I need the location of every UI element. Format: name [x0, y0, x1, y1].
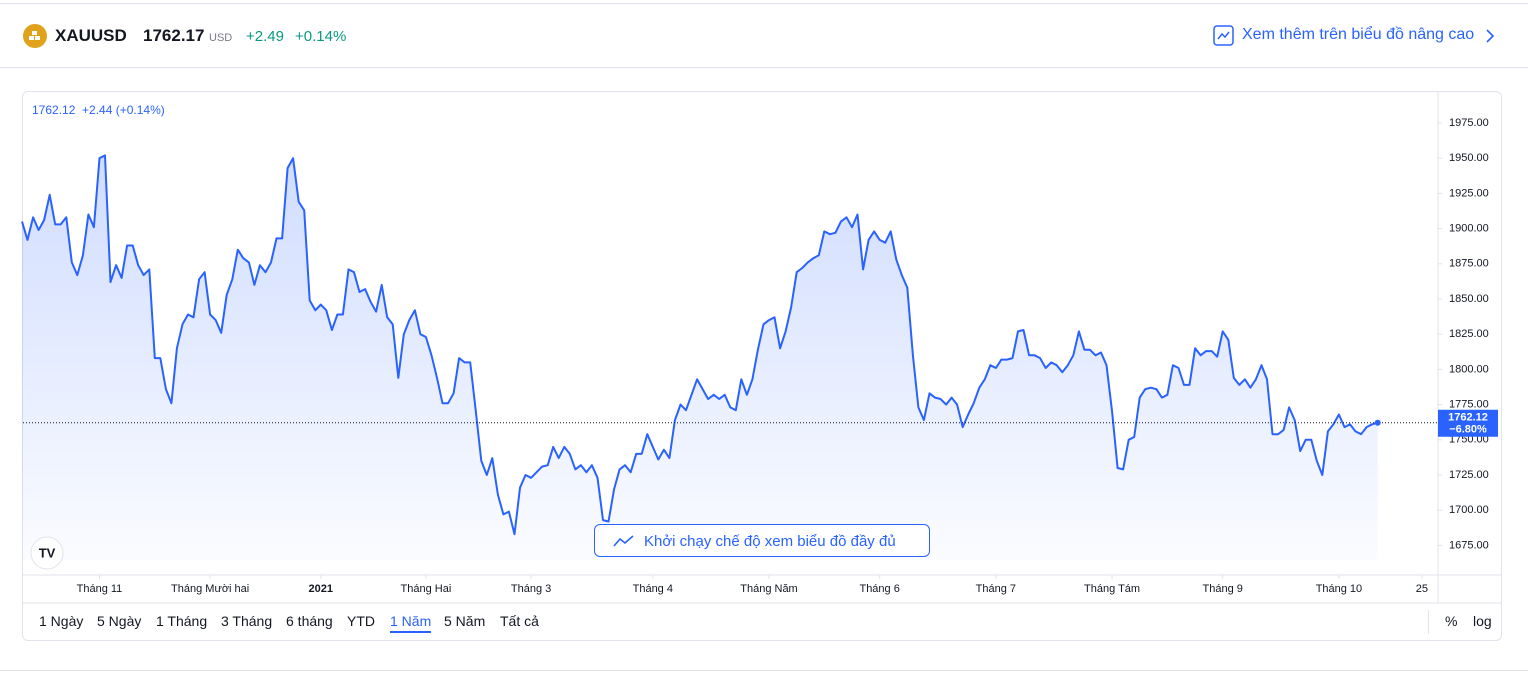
separator — [0, 67, 1528, 68]
range-button[interactable]: 3 Tháng — [221, 613, 273, 629]
range-button[interactable]: Tất cả — [500, 613, 539, 629]
range-button[interactable]: 1 Tháng — [156, 613, 208, 629]
divider — [1428, 610, 1429, 634]
y-tick-label: 1950.00 — [1449, 152, 1489, 164]
range-button[interactable]: 5 Ngày — [97, 613, 142, 629]
y-tick-label: 1725.00 — [1449, 469, 1489, 481]
y-tick-label: 1975.00 — [1449, 117, 1489, 129]
x-tick-label: Tháng Năm — [740, 583, 797, 595]
price-badge-change: −6.80% — [1449, 424, 1487, 436]
change: +2.49 — [246, 28, 284, 45]
x-tick-label: 25 — [1416, 583, 1428, 595]
svg-text:TV: TV — [39, 545, 56, 560]
top-border — [0, 3, 1528, 4]
x-tick-label: Tháng Tám — [1084, 583, 1140, 595]
advanced-chart-link[interactable]: Xem thêm trên biểu đồ nâng cao — [1242, 26, 1475, 43]
x-tick-label: Tháng 11 — [77, 583, 123, 595]
range-button[interactable]: YTD — [347, 613, 375, 629]
fullscreen-button[interactable]: Khởi chạy chế độ xem biểu đồ đầy đủ — [594, 524, 930, 557]
x-tick-label: Tháng 9 — [1203, 583, 1243, 595]
x-tick-label: Tháng Hai — [401, 583, 452, 595]
price-badge-value: 1762.12 — [1448, 412, 1488, 424]
chart-icon[interactable] — [1213, 25, 1235, 47]
range-button[interactable]: 1 Năm — [390, 613, 432, 633]
x-tick-label: Tháng 6 — [859, 583, 899, 595]
y-tick-label: 1825.00 — [1449, 328, 1489, 340]
chevron[interactable] — [1484, 28, 1496, 44]
tv-logo: TV — [30, 536, 64, 570]
fullscreen-label: Khởi chạy chế độ xem biểu đồ đầy đủ — [644, 533, 896, 550]
x-tick-label: Tháng Mười hai — [171, 583, 249, 595]
gold-icon — [23, 24, 47, 48]
price-line — [21, 154, 1378, 536]
price-badge — [1438, 409, 1498, 437]
y-tick-label: 1875.00 — [1449, 258, 1489, 270]
y-tick-label: 1700.00 — [1449, 504, 1489, 516]
y-tick-label: 1900.00 — [1449, 222, 1489, 234]
scale-option[interactable]: log — [1473, 613, 1492, 629]
x-tick-label: Tháng 4 — [633, 583, 673, 595]
change-pct: +0.14% — [295, 28, 347, 45]
price: 1762.17 — [143, 26, 205, 45]
range-button[interactable]: 5 Năm — [444, 613, 486, 629]
last-point — [1374, 419, 1381, 426]
area — [22, 155, 1378, 560]
legend-text: 1762.12 +2.44 (+0.14%) — [32, 103, 165, 117]
x-tick-label: Tháng 7 — [976, 583, 1016, 595]
y-tick-label: 1925.00 — [1449, 187, 1489, 199]
x-tick-label: Tháng 3 — [511, 583, 551, 595]
y-tick-label: 1850.00 — [1449, 293, 1489, 305]
line-icon — [613, 535, 634, 547]
bottom-border — [0, 670, 1528, 671]
y-tick-label: 1775.00 — [1449, 399, 1489, 411]
range-button[interactable]: 6 tháng — [286, 613, 333, 629]
scale-option[interactable]: % — [1445, 613, 1458, 629]
y-tick-label: 1800.00 — [1449, 363, 1489, 375]
symbol: XAUUSD — [55, 26, 127, 45]
x-tick-label: Tháng 10 — [1316, 583, 1362, 595]
x-tick-label: 2021 — [309, 583, 333, 595]
y-tick-label: 1675.00 — [1449, 539, 1489, 551]
currency: USD — [209, 32, 233, 44]
range-button[interactable]: 1 Ngày — [39, 613, 84, 629]
